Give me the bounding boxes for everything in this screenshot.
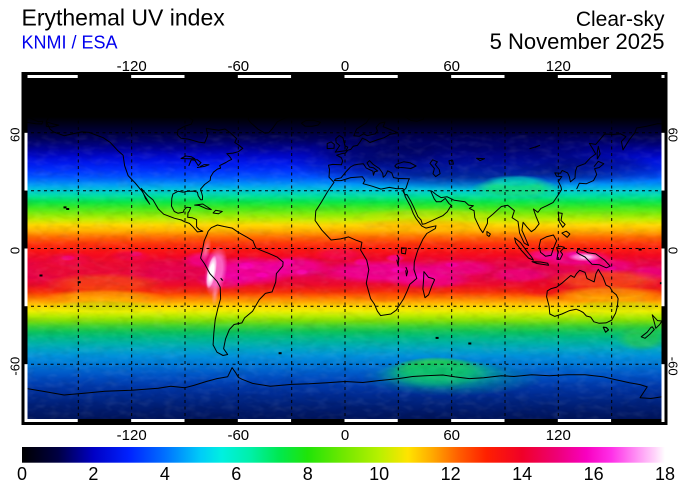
svg-text:0: 0 (341, 58, 349, 75)
svg-text:16: 16 (584, 464, 604, 484)
svg-text:120: 120 (546, 427, 571, 444)
svg-text:-120: -120 (117, 58, 147, 75)
svg-text:10: 10 (369, 464, 389, 484)
svg-text:Clear-sky: Clear-sky (576, 8, 665, 31)
svg-text:60: 60 (666, 128, 681, 142)
svg-text:5 November 2025: 5 November 2025 (490, 29, 665, 54)
svg-text:2: 2 (88, 464, 98, 484)
svg-text:60: 60 (443, 427, 460, 444)
svg-text:8: 8 (303, 464, 313, 484)
svg-text:-60: -60 (8, 357, 23, 376)
svg-text:4: 4 (160, 464, 170, 484)
svg-text:0: 0 (666, 247, 681, 254)
svg-text:0: 0 (341, 427, 349, 444)
svg-text:18: 18 (655, 464, 675, 484)
svg-text:12: 12 (441, 464, 461, 484)
svg-text:120: 120 (546, 58, 571, 75)
svg-text:-60: -60 (666, 357, 681, 376)
svg-text:KNMI / ESA: KNMI / ESA (22, 33, 118, 53)
svg-text:Erythemal UV index: Erythemal UV index (22, 5, 226, 31)
svg-text:0: 0 (17, 464, 27, 484)
svg-text:-60: -60 (227, 58, 249, 75)
svg-text:60: 60 (443, 58, 460, 75)
svg-text:6: 6 (231, 464, 241, 484)
svg-text:-120: -120 (117, 427, 147, 444)
svg-text:0: 0 (8, 247, 23, 254)
svg-text:14: 14 (512, 464, 532, 484)
svg-text:60: 60 (8, 128, 23, 142)
svg-text:-60: -60 (227, 427, 249, 444)
